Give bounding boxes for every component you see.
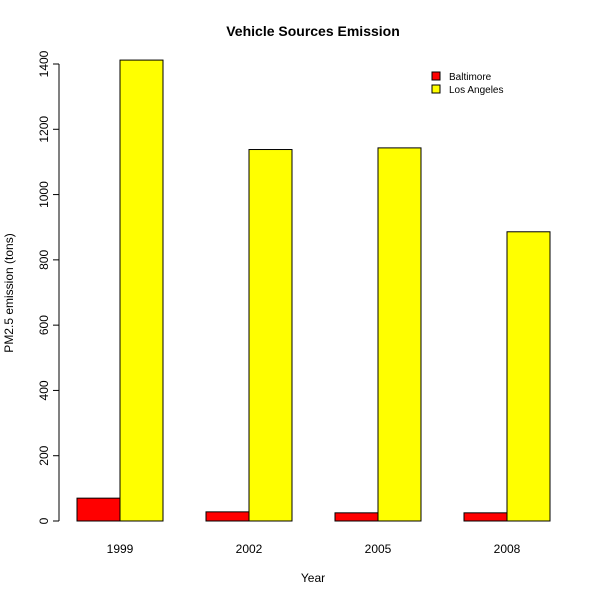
x-tick-label-3: 2008 bbox=[494, 542, 521, 556]
legend-swatch-1 bbox=[431, 84, 441, 94]
legend-label-0: Baltimore bbox=[449, 72, 492, 83]
y-axis-label: PM2.5 emission (tons) bbox=[2, 233, 16, 352]
x-tick-label-2: 2005 bbox=[365, 542, 392, 556]
bar-1-1 bbox=[248, 149, 293, 522]
bar-0-1 bbox=[205, 511, 250, 522]
bar-1-0 bbox=[119, 59, 164, 522]
x-tick-label-1: 2002 bbox=[236, 542, 263, 556]
legend-label-1: Los Angeles bbox=[449, 85, 504, 96]
bars bbox=[76, 59, 551, 522]
legend-swatch-0 bbox=[431, 71, 441, 81]
y-tick-label-3: 600 bbox=[37, 315, 51, 335]
y-tick-label-4: 800 bbox=[37, 250, 51, 270]
y-axis-ticks: 0 200 400 600 800 1000 1200 1400 bbox=[37, 50, 59, 524]
x-tick-label-0: 1999 bbox=[107, 542, 134, 556]
bar-0-0 bbox=[76, 497, 121, 522]
y-tick-label-0: 0 bbox=[37, 517, 51, 524]
y-tick-label-6: 1200 bbox=[37, 116, 51, 143]
y-tick-label-1: 200 bbox=[37, 445, 51, 465]
bar-0-2 bbox=[334, 512, 379, 522]
bar-1-2 bbox=[377, 147, 422, 522]
bar-0-3 bbox=[463, 512, 508, 522]
legend: Baltimore Los Angeles bbox=[431, 71, 504, 96]
y-tick-label-5: 1000 bbox=[37, 181, 51, 208]
y-tick-label-7: 1400 bbox=[37, 50, 51, 77]
x-axis-label: Year bbox=[301, 571, 325, 585]
chart-title: Vehicle Sources Emission bbox=[226, 23, 400, 39]
bar-1-3 bbox=[506, 231, 551, 522]
x-axis-tick-labels: 1999 2002 2005 2008 bbox=[107, 542, 521, 556]
y-tick-label-2: 400 bbox=[37, 380, 51, 400]
